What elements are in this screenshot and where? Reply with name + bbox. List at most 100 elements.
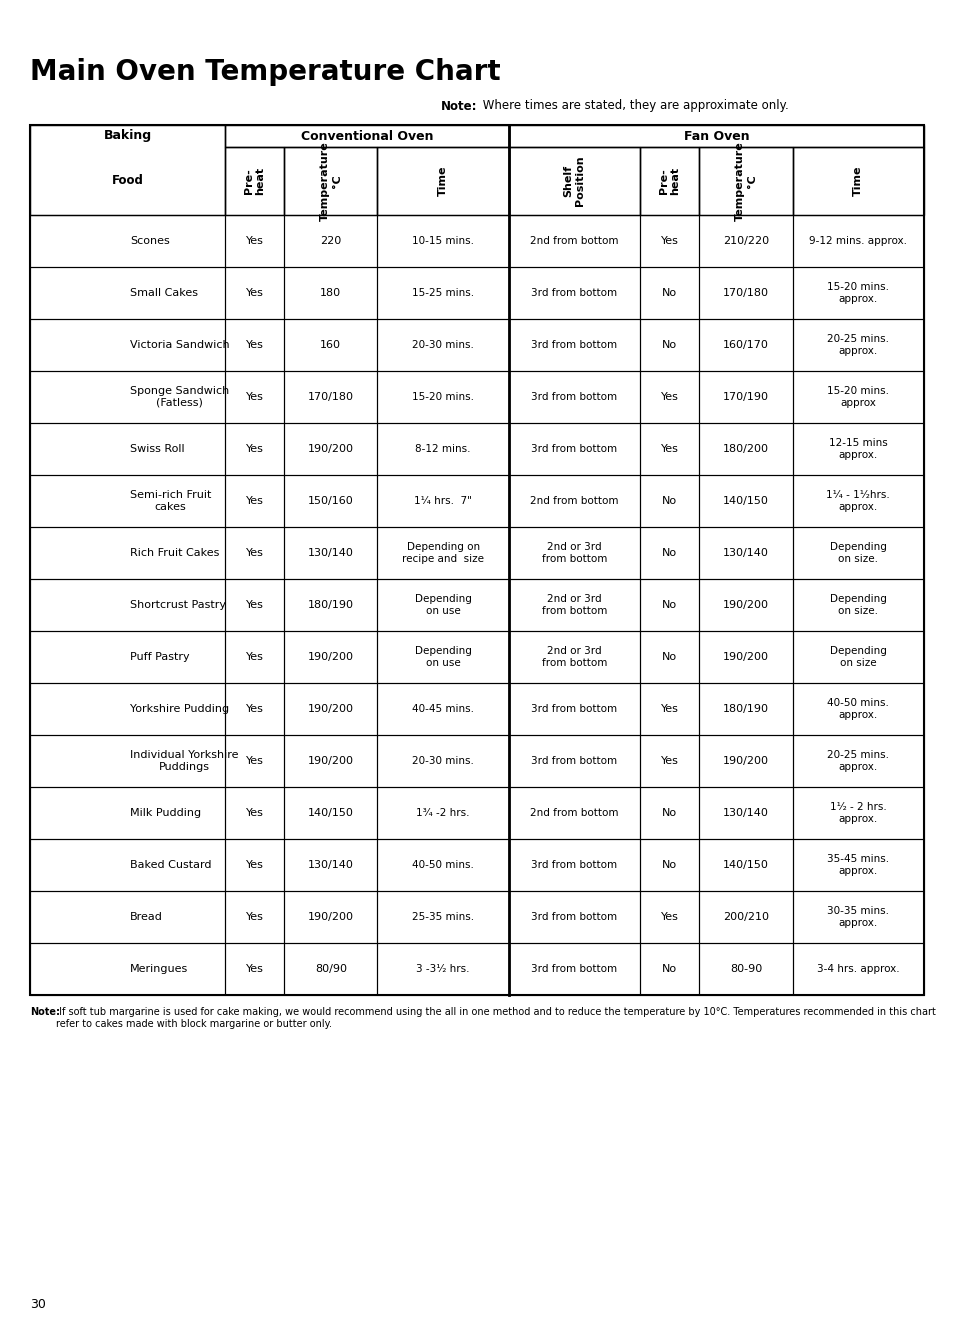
Text: Meringues: Meringues [130, 965, 188, 974]
Bar [284, 683, 377, 735]
Text: 190/200: 190/200 [308, 704, 354, 713]
Bar [699, 631, 792, 683]
Text: 210/220: 210/220 [722, 236, 768, 246]
Bar [699, 943, 792, 995]
Bar [639, 476, 699, 526]
Bar [377, 319, 508, 371]
Bar [30, 943, 225, 995]
Text: 20-30 mins.: 20-30 mins. [412, 756, 474, 766]
Bar [284, 476, 377, 526]
Bar [639, 147, 699, 215]
Text: Victoria Sandwich: Victoria Sandwich [130, 339, 230, 350]
Text: No: No [661, 339, 677, 350]
Text: 15-20 mins.: 15-20 mins. [412, 391, 474, 402]
Bar [30, 126, 923, 995]
Bar [792, 735, 923, 787]
Text: Depending
on use: Depending on use [415, 595, 471, 616]
Bar [639, 267, 699, 319]
Bar [225, 526, 284, 578]
Bar [699, 683, 792, 735]
Bar [284, 631, 377, 683]
Bar [225, 147, 284, 215]
Bar [284, 526, 377, 578]
Bar [699, 319, 792, 371]
Bar [284, 891, 377, 943]
Text: Swiss Roll: Swiss Roll [130, 444, 184, 454]
Text: Note:: Note: [30, 1007, 60, 1017]
Bar [792, 476, 923, 526]
Text: 3rd from bottom: 3rd from bottom [531, 704, 617, 713]
Bar [225, 839, 284, 891]
Bar [284, 424, 377, 476]
Bar [225, 267, 284, 319]
Text: 190/200: 190/200 [308, 912, 354, 922]
Text: No: No [661, 652, 677, 663]
Bar [699, 735, 792, 787]
Text: 180: 180 [320, 289, 341, 298]
Text: Baking: Baking [103, 130, 152, 143]
Bar [284, 215, 377, 267]
Bar [30, 371, 225, 424]
Bar [284, 839, 377, 891]
Text: 3rd from bottom: 3rd from bottom [531, 444, 617, 454]
Text: Depending
on use: Depending on use [415, 647, 471, 668]
Bar [639, 683, 699, 735]
Text: Depending on
recipe and  size: Depending on recipe and size [401, 542, 483, 564]
Bar [792, 683, 923, 735]
Text: 3 -3¹⁄₂ hrs.: 3 -3¹⁄₂ hrs. [416, 965, 470, 974]
Bar [699, 526, 792, 578]
Bar [284, 267, 377, 319]
Text: 130/140: 130/140 [722, 548, 768, 558]
Text: 30: 30 [30, 1299, 46, 1312]
Bar [508, 631, 639, 683]
Text: Yes: Yes [245, 339, 263, 350]
Bar [792, 943, 923, 995]
Bar [30, 631, 225, 683]
Bar [792, 371, 923, 424]
Bar [225, 683, 284, 735]
Bar [639, 424, 699, 476]
Text: 3rd from bottom: 3rd from bottom [531, 912, 617, 922]
Text: 2nd or 3rd
from bottom: 2nd or 3rd from bottom [541, 647, 606, 668]
Text: Yes: Yes [245, 808, 263, 818]
Bar [699, 371, 792, 424]
Bar [639, 839, 699, 891]
Bar [30, 891, 225, 943]
Text: Where times are stated, they are approximate only.: Where times are stated, they are approxi… [478, 99, 788, 112]
Text: No: No [661, 808, 677, 818]
Bar [699, 891, 792, 943]
Text: Baked Custard: Baked Custard [130, 860, 212, 870]
Text: Food: Food [112, 175, 143, 187]
Text: Temperature
°C: Temperature °C [319, 142, 341, 220]
Text: Yes: Yes [660, 391, 678, 402]
Text: Yes: Yes [245, 912, 263, 922]
Text: Bread: Bread [130, 912, 163, 922]
Text: 10-15 mins.: 10-15 mins. [412, 236, 474, 246]
Bar [639, 631, 699, 683]
Bar [699, 839, 792, 891]
Text: 2nd from bottom: 2nd from bottom [530, 236, 618, 246]
Text: Note:: Note: [440, 99, 476, 112]
Bar [377, 526, 508, 578]
Text: 1¹⁄₂ - 2 hrs.
approx.: 1¹⁄₂ - 2 hrs. approx. [829, 802, 885, 824]
Bar [30, 787, 225, 839]
Text: Yes: Yes [245, 289, 263, 298]
Bar [508, 943, 639, 995]
Text: 2nd from bottom: 2nd from bottom [530, 496, 618, 506]
Bar [639, 319, 699, 371]
Text: 40-45 mins.: 40-45 mins. [412, 704, 474, 713]
Bar [30, 476, 225, 526]
Bar [284, 319, 377, 371]
Text: Depending
on size.: Depending on size. [829, 595, 886, 616]
Text: 200/210: 200/210 [722, 912, 768, 922]
Bar [508, 578, 639, 631]
Text: 3rd from bottom: 3rd from bottom [531, 756, 617, 766]
Bar [225, 735, 284, 787]
Bar [377, 371, 508, 424]
Text: 140/150: 140/150 [722, 496, 768, 506]
Text: 3rd from bottom: 3rd from bottom [531, 860, 617, 870]
Bar [284, 147, 377, 215]
Bar [508, 839, 639, 891]
Text: Depending
on size: Depending on size [829, 647, 886, 668]
Text: 160: 160 [320, 339, 341, 350]
